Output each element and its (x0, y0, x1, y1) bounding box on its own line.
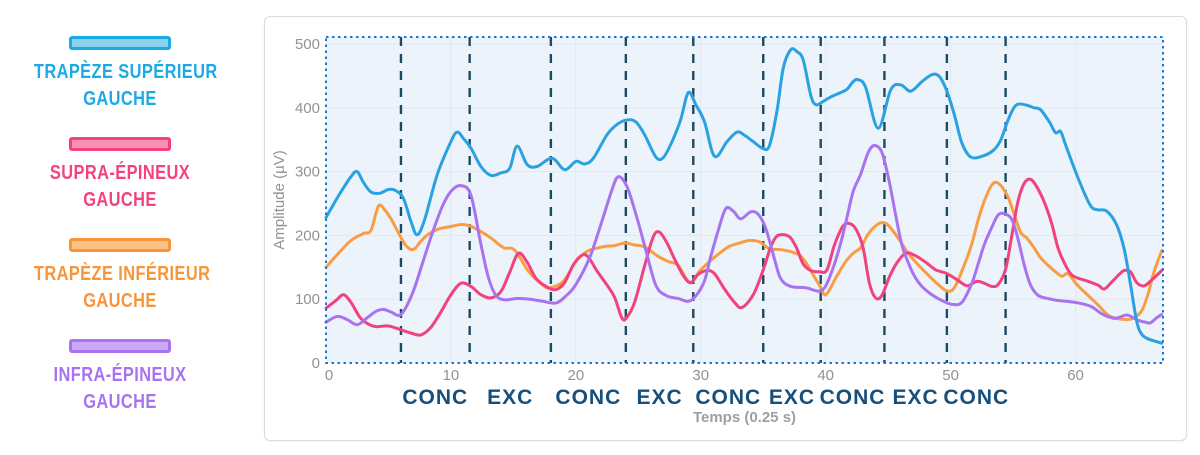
legend-label-infra-epineux-gauche-line2: GAUCHE (83, 391, 157, 413)
x-tick-label-10: 10 (443, 367, 460, 384)
legend-label-trapeze-superieur-gauche-line2: GAUCHE (83, 88, 157, 110)
legend-swatch-trapeze-superieur-gauche (69, 36, 171, 50)
y-tick-label-0: 0 (312, 355, 320, 372)
legend-item-trapeze-inferieur-gauche: TRAPÈZE INFÉRIEUR GAUCHE (15, 232, 225, 315)
y-axis-title: Amplitude (µV) (271, 150, 288, 250)
legend-item-trapeze-superieur-gauche: TRAPÈZE SUPÉRIEUR GAUCHE (15, 30, 225, 113)
phase-label-5-conc: CONC (695, 386, 761, 409)
legend-label-supra-epineux-gauche-line2: GAUCHE (83, 189, 157, 211)
plot-area (326, 37, 1163, 363)
y-tick-label-100: 100 (295, 291, 320, 308)
x-tick-label-40: 40 (817, 367, 834, 384)
series-group (324, 47, 1164, 345)
y-tick-label-300: 300 (295, 164, 320, 181)
y-tick-label-400: 400 (295, 100, 320, 117)
x-tick-label-60: 60 (1067, 367, 1084, 384)
legend-swatch-supra-epineux-gauche (69, 137, 171, 151)
phase-label-4-exc: EXC (636, 386, 682, 409)
phase-label-3-conc: CONC (555, 386, 621, 409)
series-line-trapeze-superieur-gauche (324, 47, 1164, 345)
series-line-supra-epineux-gauche (324, 177, 1164, 337)
phase-label-2-exc: EXC (487, 386, 533, 409)
y-tick-label-500: 500 (295, 36, 320, 53)
legend-label-infra-epineux-gauche-line1: INFRA-ÉPINEUX (53, 364, 187, 386)
legend: TRAPÈZE SUPÉRIEUR GAUCHE SUPRA-ÉPINEUX GAUC… (0, 0, 250, 455)
x-tick-label-50: 50 (942, 367, 959, 384)
phase-label-1-conc: CONC (402, 386, 468, 409)
legend-label-trapeze-superieur-gauche-line1: TRAPÈZE SUPÉRIEUR (33, 61, 218, 83)
chart-card: 0 100 200 300 400 500 0 10 20 30 40 50 60 CONC EXC CONC… (264, 16, 1187, 441)
phase-label-8-exc: EXC (893, 386, 939, 409)
phase-label-7-conc: CONC (820, 386, 886, 409)
y-tick-label-200: 200 (295, 227, 320, 244)
legend-label-trapeze-inferieur-gauche-line1: TRAPÈZE INFÉRIEUR (33, 263, 211, 285)
legend-label-trapeze-inferieur-gauche-line2: GAUCHE (83, 290, 157, 312)
legend-label-supra-epineux-gauche-line1: SUPRA-ÉPINEUX (49, 162, 191, 184)
legend-item-supra-epineux-gauche: SUPRA-ÉPINEUX GAUCHE (15, 131, 225, 214)
x-tick-label-0: 0 (325, 367, 333, 384)
legend-item-infra-epineux-gauche: INFRA-ÉPINEUX GAUCHE (15, 333, 225, 416)
x-tick-label-20: 20 (568, 367, 585, 384)
series-line-infra-epineux-gauche (324, 143, 1164, 327)
phase-label-9-conc: CONC (943, 386, 1009, 409)
series-line-trapeze-inferieur-gauche (324, 180, 1164, 322)
phase-label-6-exc: EXC (769, 386, 815, 409)
x-tick-label-30: 30 (692, 367, 709, 384)
legend-swatch-trapeze-inferieur-gauche (69, 238, 171, 252)
legend-swatch-infra-epineux-gauche (69, 339, 171, 353)
x-axis-title: Temps (0.25 s) (693, 409, 796, 426)
